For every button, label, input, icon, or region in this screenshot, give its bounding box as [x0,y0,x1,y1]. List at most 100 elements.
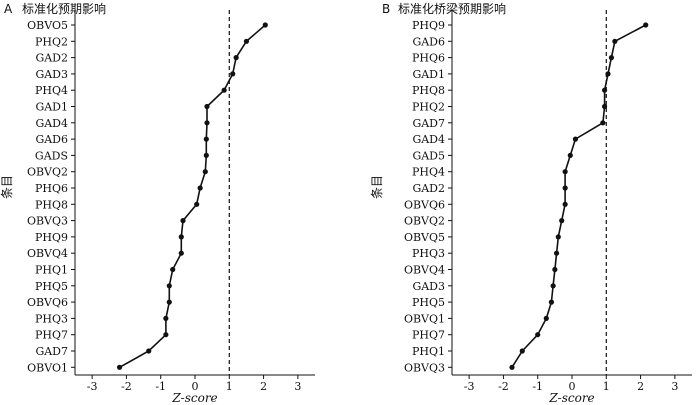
data-point [562,169,568,175]
panel-b-ylabel: 条目 [370,175,384,199]
y-tick-label: PHQ6 [35,182,68,195]
data-point [204,103,210,110]
y-tick-label: GAD5 [412,149,445,162]
y-tick-label: GAD7 [412,117,445,130]
y-tick-label: PHQ8 [35,198,68,211]
y-tick-label: PHQ1 [412,345,445,358]
x-tick-label: -1 [532,380,543,393]
data-point [163,332,169,338]
y-tick-label: GAD7 [35,345,68,358]
y-tick-label: OBVQ1 [404,312,445,325]
data-point [221,87,227,93]
data-point [562,201,568,207]
data-point [170,266,176,273]
data-point [262,22,268,28]
y-tick-label: PHQ7 [412,329,445,342]
y-tick-label: PHQ7 [35,329,68,342]
y-tick-label: PHQ3 [35,312,68,325]
data-point [178,250,184,256]
y-tick-label: GADS [35,149,68,162]
data-point [543,315,549,321]
x-tick-label: 3 [671,380,678,393]
data-point [146,348,152,354]
y-tick-label: PHQ5 [35,280,68,293]
panel-a: A 标准化预期影响 条目 Z-score -3 -2 -1 0 1 2 3 OBVO5 PHQ2… [0,1,315,405]
y-tick-label: PHQ2 [412,101,445,114]
series-line [511,24,647,368]
data-point [166,299,172,305]
data-point [243,38,250,44]
panel-b-letter: B [382,2,390,16]
data-point [509,364,515,370]
y-tick-label: OBVQ6 [27,296,68,309]
panel-a-title: 标准化预期影响 [22,1,106,16]
data-point [163,315,169,321]
data-point [116,364,123,370]
y-tick-label: GAD6 [412,35,445,48]
x-tick-label: 0 [569,380,576,393]
x-tick-label: -3 [464,380,475,393]
panel-b-xlabel: Z-score [548,391,594,405]
data-point [535,332,541,338]
y-tick-label: OBVQ3 [404,361,445,374]
y-tick-label: GAD1 [412,68,445,81]
panel-b: B 标准化桥梁预期影响 条目 Z-score -3 -2 -1 0 1 2 3 PHQ9 GAD… [370,1,692,405]
data-point [601,103,608,110]
x-tick-label: 1 [603,380,610,393]
y-tick-label: OBVQ2 [404,215,445,228]
y-tick-label: GAD6 [35,133,68,146]
panel-a-plot: -3 -2 -1 0 1 2 3 OBVO5 PHQ2 GAD2 GAD3 PHQ4 GAD1 GAD4 G… [27,10,315,393]
y-tick-label: PHQ8 [412,84,445,97]
data-point [203,136,209,142]
data-point [194,201,200,207]
y-tick-label: OBVO5 [27,19,68,32]
x-tick-label: 2 [637,380,644,393]
data-point [197,185,203,191]
y-tick-label: PHQ4 [35,84,68,97]
x-tick-label: 0 [192,380,199,393]
data-point [600,120,606,126]
y-tick-label: GAD3 [412,280,445,293]
x-tick-label: -2 [121,380,132,393]
data-point [567,152,573,158]
x-tick-label: 1 [226,380,233,393]
data-point [553,250,560,256]
panel-b-title: 标准化桥梁预期影响 [398,1,506,16]
y-tick-label: GAD2 [412,182,445,195]
y-tick-label: OBVO1 [27,361,68,374]
y-tick-label: PHQ9 [35,231,68,244]
data-point [643,22,649,28]
panel-b-plot: -3 -2 -1 0 1 2 3 PHQ9 GAD6 PHQ6 GAD1 PHQ8 PHQ2 GAD7 GA… [404,10,692,393]
data-point [562,185,568,191]
data-point [180,218,186,224]
y-tick-label: OBVQ6 [404,198,445,211]
y-tick-label: OBVQ2 [27,166,68,179]
data-point [612,38,618,44]
data-point [601,87,608,93]
panel-a-ylabel: 条目 [0,175,14,199]
y-tick-label: GAD4 [35,117,68,130]
data-point [550,283,556,289]
data-point [548,299,555,305]
x-tick-label: -2 [498,380,509,393]
y-tick-label: GAD2 [35,52,68,65]
data-point [202,169,208,175]
data-point [605,71,611,77]
y-tick-label: GAD4 [412,133,445,146]
data-point [555,234,561,240]
y-tick-label: PHQ3 [412,247,445,260]
y-tick-label: PHQ4 [412,166,445,179]
data-point [204,120,210,126]
y-tick-label: OBVQ4 [404,264,445,277]
y-tick-label: PHQ6 [412,52,445,65]
y-tick-label: GAD3 [35,68,68,81]
data-point [203,152,209,158]
x-tick-label: 2 [260,380,267,393]
data-point [230,71,236,77]
data-point [559,218,565,224]
data-point [178,234,184,240]
panel-a-letter: A [4,2,13,16]
data-point [166,283,172,289]
y-tick-label: PHQ9 [412,19,445,32]
